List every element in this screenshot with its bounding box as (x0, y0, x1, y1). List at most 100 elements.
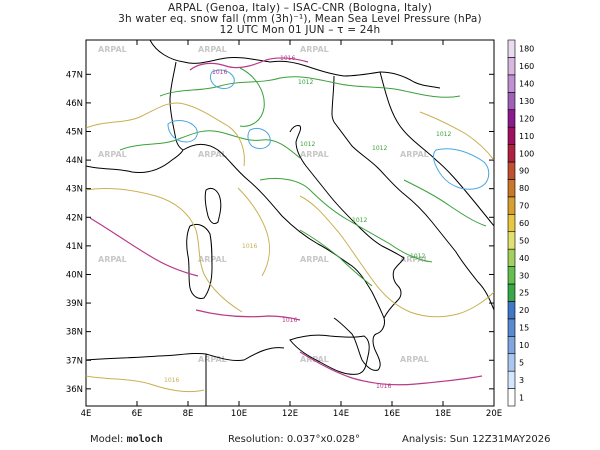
colorbar-swatch (507, 266, 516, 285)
watermark: ARPAL (98, 150, 127, 159)
y-tick-label: 46N (66, 99, 83, 109)
header-line-3: 12 UTC Mon 01 JUN – τ = 24h (219, 24, 381, 36)
isobar-1016 (299, 195, 494, 318)
colorbar-label: 160 (519, 62, 534, 71)
colorbar-swatch (507, 318, 516, 337)
isobar-label: 1012 (352, 217, 367, 224)
colorbar-swatch (507, 370, 516, 389)
footer-analysis-value: Sun 12Z31MAY2026 (449, 434, 551, 445)
colorbar-swatch (507, 248, 516, 267)
colorbar-swatch (507, 335, 516, 355)
isobar-1012 (239, 67, 265, 127)
colorbar-swatch (507, 388, 516, 407)
coastline-north-africa (86, 347, 285, 406)
x-tick-label: 6E (132, 409, 143, 419)
watermark: ARPAL (400, 255, 429, 264)
watermark: ARPAL (98, 255, 127, 264)
coastline-sardinia (186, 223, 213, 299)
x-tick-label: 10E (231, 409, 247, 419)
y-tick-label: 37N (66, 356, 83, 366)
header-line-1: ARPAL (Genoa, Italy) – ISAC-CNR (Bologna… (167, 2, 433, 14)
colorbar-label: 3 (519, 376, 524, 385)
y-tick-label: 36N (66, 385, 83, 395)
colorbar-label: 20 (519, 306, 529, 315)
isobar-label: 1012 (410, 253, 425, 260)
watermark: ARPAL (198, 355, 227, 364)
colorbar-swatch (507, 301, 516, 320)
colorbar-swatch (507, 57, 516, 76)
isobar-khaki-group (86, 102, 494, 393)
x-tick-label: 20E (486, 409, 502, 419)
colorbar-label: 70 (519, 202, 529, 211)
isobar-1012 (403, 179, 487, 227)
colorbar: 1 3 5 10 15 20 25 30 40 50 60 70 80 90 100 110 120 130 140… (507, 39, 534, 407)
x-tick-label: 18E (435, 409, 451, 419)
snowfall-contour (247, 127, 271, 149)
colorbar-swatch (507, 144, 516, 163)
y-tick-label: 38N (66, 328, 83, 338)
footer-resolution: Resolution: 0.037°x0.028° (228, 434, 360, 445)
isobar-1016 (86, 102, 245, 167)
y-tick-label: 40N (66, 270, 83, 280)
y-tick-label: 45N (66, 128, 83, 138)
coastline-corsica (204, 187, 222, 225)
isobar-green-group (119, 67, 487, 287)
watermark: ARPAL (400, 355, 429, 364)
footer-model-value: moloch (126, 434, 163, 445)
footer-model: Model: moloch (90, 434, 163, 445)
isobar-label: 1012 (300, 141, 315, 148)
colorbar-swatch (507, 231, 516, 250)
colorbar-label: 10 (519, 341, 529, 350)
colorbar-label: 90 (519, 167, 529, 176)
watermark: ARPAL (198, 150, 227, 159)
x-tick-label: 4E (81, 409, 92, 419)
watermark: ARPAL (300, 150, 329, 159)
isobar-label: 1012 (298, 79, 313, 86)
colorbar-label: 130 (519, 97, 534, 106)
isobar-labels: 1016 1016 1012 1012 1012 1012 1012 1016 … (164, 55, 451, 390)
footer-resolution-value: 0.037°x0.028° (286, 434, 360, 445)
colorbar-swatch (507, 196, 516, 215)
colorbar-label: 80 (519, 184, 529, 193)
colorbar-label: 1 (519, 393, 524, 402)
colorbar-label: 25 (519, 289, 529, 298)
y-tick-label: 43N (66, 185, 83, 195)
colorbar-label: 140 (519, 80, 534, 89)
colorbar-swatch (507, 39, 516, 58)
x-tick-label: 12E (282, 409, 298, 419)
watermark: ARPAL (400, 150, 429, 159)
isobar-1016 (419, 111, 494, 161)
header-line-2: 3h water eq. snow fall (mm (3h)⁻¹), Mean… (118, 13, 482, 25)
x-tick-label: 14E (333, 409, 349, 419)
isobar-1016 (86, 187, 243, 313)
colorbar-label: 30 (519, 271, 529, 280)
watermark: ARPAL (300, 255, 329, 264)
footer-analysis: Analysis: Sun 12Z31MAY2026 (402, 434, 551, 445)
footer-resolution-label: Resolution: (228, 434, 284, 445)
isobar-1016 (195, 309, 301, 321)
isobar-1012 (259, 177, 433, 263)
footer-model-label: Model: (90, 434, 124, 445)
border-france-italy (169, 61, 184, 151)
coastline-france (86, 149, 184, 173)
colorbar-label: 120 (519, 114, 534, 123)
isobar-magenta-group (89, 57, 483, 386)
colorbar-swatch (507, 283, 516, 302)
colorbar-swatch (507, 179, 516, 198)
y-tick-label: 39N (66, 299, 83, 309)
snowfall-contour (433, 148, 490, 190)
isobar-label: 1016 (212, 69, 227, 76)
colorbar-swatch (507, 353, 516, 372)
x-axis: 4E 6E 8E 10E 12E 14E 16E 18E 20E (81, 40, 502, 419)
y-tick-label: 47N (66, 70, 83, 80)
colorbar-label: 100 (519, 149, 534, 158)
colorbar-label: 50 (519, 236, 529, 245)
isobar-label: 1016 (376, 383, 391, 390)
x-tick-label: 8E (183, 409, 194, 419)
colorbar-label: 110 (519, 132, 534, 141)
colorbar-swatch (507, 91, 516, 111)
watermark: ARPAL (98, 45, 127, 54)
isobar-1012 (119, 130, 301, 159)
snowfall-contour-group (167, 69, 490, 190)
isobar-label: 1016 (242, 243, 257, 250)
